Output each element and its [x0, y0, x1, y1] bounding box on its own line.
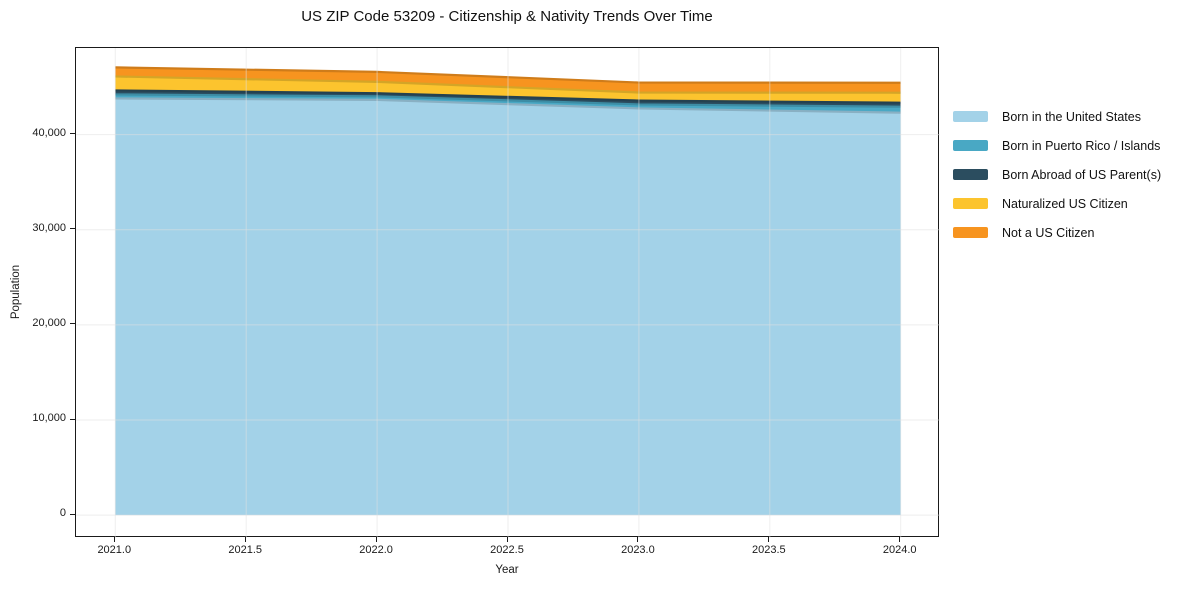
y-tick-label: 10,000: [32, 412, 66, 425]
legend-label: Born in Puerto Rico / Islands: [1002, 138, 1161, 153]
legend-item: Naturalized US Citizen: [953, 189, 1161, 218]
stacked-area-svg: [76, 48, 940, 538]
y-tick-label: 30,000: [32, 221, 66, 234]
x-tick-mark: [637, 537, 639, 542]
y-tick-label: 40,000: [32, 126, 66, 139]
plot-area: [75, 47, 940, 538]
x-tick-mark: [899, 537, 901, 542]
y-tick-label: 20,000: [32, 316, 66, 329]
legend-label: Born Abroad of US Parent(s): [1002, 167, 1162, 182]
y-tick-mark: [70, 133, 75, 135]
legend-label: Born in the United States: [1002, 109, 1141, 124]
legend-swatch: [953, 169, 988, 180]
chart-title: US ZIP Code 53209 - Citizenship & Nativi…: [301, 8, 713, 25]
legend-item: Not a US Citizen: [953, 218, 1161, 247]
legend-swatch: [953, 198, 988, 209]
legend-item: Born in the United States: [953, 102, 1161, 131]
legend-item: Born Abroad of US Parent(s): [953, 160, 1161, 189]
x-tick-mark: [244, 537, 246, 542]
y-tick-mark: [70, 228, 75, 230]
legend-swatch: [953, 140, 988, 151]
x-tick-label: 2022.5: [490, 544, 524, 556]
y-tick-mark: [70, 323, 75, 325]
x-tick-label: 2022.0: [359, 544, 393, 556]
x-tick-mark: [768, 537, 770, 542]
legend-item: Born in Puerto Rico / Islands: [953, 131, 1161, 160]
x-tick-mark: [113, 537, 115, 542]
y-tick-mark: [70, 418, 75, 420]
x-tick-mark: [375, 537, 377, 542]
x-tick-label: 2023.0: [621, 544, 655, 556]
legend-label: Naturalized US Citizen: [1002, 196, 1128, 211]
legend-swatch: [953, 111, 988, 122]
x-tick-label: 2024.0: [882, 544, 917, 556]
x-axis-label: Year: [495, 564, 519, 576]
legend-swatch: [953, 227, 988, 238]
x-tick-label: 2021.0: [97, 544, 132, 556]
x-tick-mark: [506, 537, 508, 542]
x-tick-label: 2023.5: [751, 544, 786, 556]
legend-label: Not a US Citizen: [1002, 225, 1095, 240]
y-tick-label: 0: [59, 507, 66, 520]
x-tick-label: 2021.5: [228, 544, 262, 556]
y-axis-label: Population: [10, 264, 22, 320]
legend: Born in the United States Born in Puerto …: [953, 102, 1161, 247]
y-tick-mark: [70, 513, 75, 515]
